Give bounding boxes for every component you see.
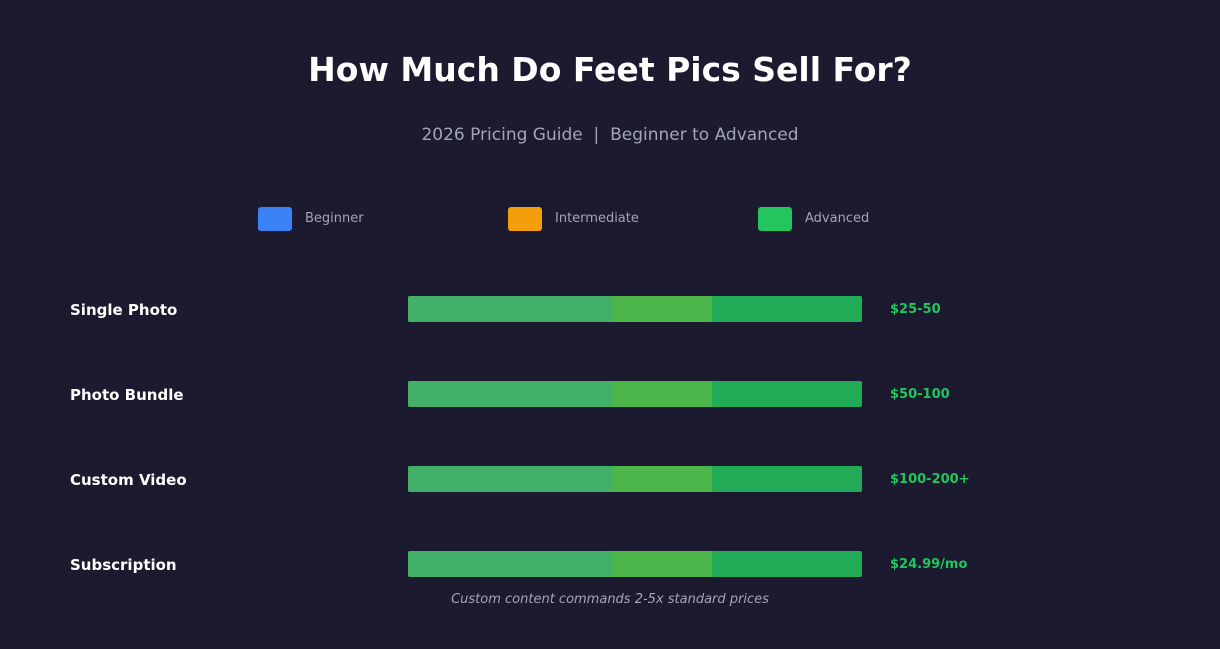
category-label-custom-video: Custom Video (70, 471, 187, 489)
legend-label-advanced: Advanced (805, 211, 870, 226)
legend-swatch-advanced (758, 207, 792, 231)
legend-swatch-intermediate (508, 207, 542, 231)
legend-label-beginner: Beginner (305, 211, 364, 226)
legend-label-intermediate: Intermediate (555, 211, 639, 226)
category-label-photo-bundle: Photo Bundle (70, 386, 184, 404)
bar-overlay-subscription (408, 551, 713, 577)
category-label-single-photo: Single Photo (70, 301, 178, 319)
chart-subtitle: 2026 Pricing Guide | Beginner to Advance… (421, 125, 799, 145)
value-label-subscription: $24.99/mo (890, 557, 968, 572)
chart-title: How Much Do Feet Pics Sell For? (308, 50, 912, 89)
footnote: Custom content commands 2-5x standard pr… (451, 592, 769, 607)
legend-swatch-beginner (258, 207, 292, 231)
category-label-subscription: Subscription (70, 556, 177, 574)
value-label-single-photo: $25-50 (890, 302, 941, 317)
value-label-custom-video: $100-200+ (890, 472, 970, 487)
bar-overlay-custom-video (408, 466, 713, 492)
value-label-photo-bundle: $50-100 (890, 387, 950, 402)
legend: Beginner Intermediate Advanced (0, 207, 1220, 231)
bar-overlay-single-photo (408, 296, 713, 322)
bar-overlay-photo-bundle (408, 381, 713, 407)
